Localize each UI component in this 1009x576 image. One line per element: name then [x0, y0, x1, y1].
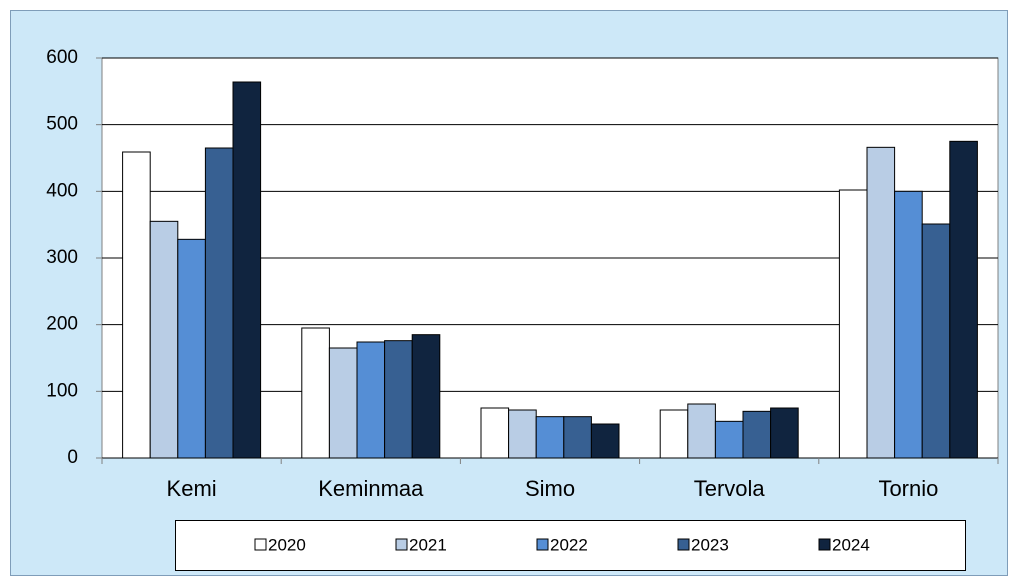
y-tick-label: 100 [46, 380, 78, 401]
x-tick-label: Tornio [878, 476, 938, 501]
legend-label: 2024 [832, 535, 870, 554]
bar [411, 334, 441, 459]
legend-label: 2021 [409, 535, 447, 554]
x-tick-label: Tervola [694, 476, 766, 501]
legend-swatch [818, 538, 831, 551]
bar [563, 416, 592, 459]
bar [894, 190, 923, 459]
bar [356, 341, 386, 459]
bar [590, 423, 620, 459]
bar [659, 409, 689, 459]
bar [838, 189, 868, 459]
y-tick-label: 600 [46, 47, 78, 68]
bar [508, 409, 537, 459]
legend [175, 520, 966, 571]
bar [232, 81, 262, 459]
bar [122, 151, 151, 459]
bar [770, 407, 799, 459]
bar [204, 147, 234, 459]
bar [687, 403, 716, 459]
bar [328, 347, 358, 459]
x-tick-label: Keminmaa [318, 476, 424, 501]
bar [742, 410, 772, 459]
legend-label: 2022 [550, 535, 588, 554]
bar [866, 146, 896, 459]
x-tick-label: Simo [525, 476, 575, 501]
bar [480, 407, 510, 459]
y-tick-label: 200 [46, 314, 78, 335]
y-tick-label: 300 [46, 247, 78, 268]
bar [949, 140, 978, 459]
y-tick-label: 400 [46, 180, 78, 201]
legend-swatch [395, 538, 408, 551]
bar [714, 420, 744, 459]
legend-label: 2020 [268, 535, 306, 554]
legend-swatch [677, 538, 690, 551]
x-tick-label: Kemi [167, 476, 217, 501]
y-tick-label: 0 [67, 447, 78, 468]
bar [535, 416, 565, 459]
bar [384, 340, 413, 459]
bar [177, 238, 206, 459]
bar [301, 327, 330, 459]
bar [149, 220, 179, 459]
legend-swatch [536, 538, 549, 551]
y-tick-label: 500 [46, 114, 78, 135]
legend-swatch [254, 538, 267, 551]
legend-label: 2023 [691, 535, 729, 554]
bar [921, 223, 951, 459]
